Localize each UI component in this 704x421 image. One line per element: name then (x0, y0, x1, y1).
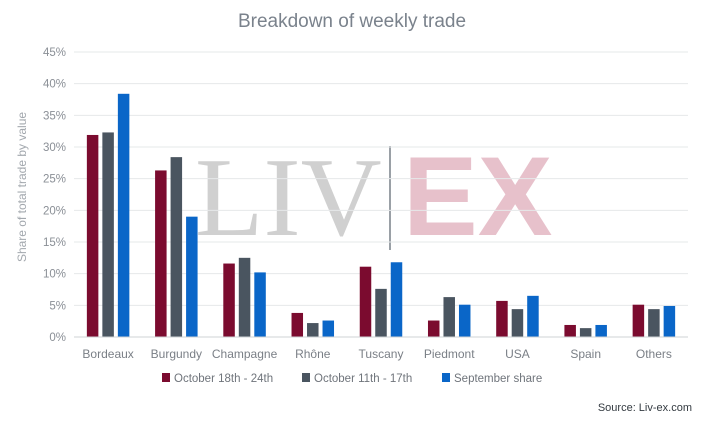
y-tick-label: 5% (49, 300, 66, 312)
bar (254, 272, 266, 337)
bar (307, 323, 319, 337)
bar (155, 170, 167, 337)
x-tick-label: Burgundy (151, 347, 202, 361)
y-tick-label: 15% (43, 237, 66, 249)
bar (579, 328, 592, 337)
bar (186, 216, 198, 337)
legend-swatch (442, 373, 450, 382)
bar (527, 295, 539, 337)
bar (564, 324, 576, 337)
y-tick-label: 30% (43, 142, 66, 154)
bar (322, 320, 335, 337)
y-tick-label: 40% (43, 79, 66, 91)
x-tick-label: Champagne (212, 347, 278, 361)
y-tick-label: 45% (43, 47, 66, 59)
x-tick-label: Spain (570, 347, 601, 361)
bar (170, 157, 183, 337)
bar (458, 304, 471, 337)
watermark-ex: EX (403, 134, 552, 259)
x-tick-label: Tuscany (359, 347, 404, 361)
x-tick-label: USA (505, 347, 530, 361)
bar (427, 320, 440, 337)
y-tick-label: 10% (43, 269, 66, 281)
legend-entry: October 18th - 24th (174, 373, 273, 385)
bar (291, 312, 304, 337)
bar (375, 288, 387, 337)
bar (496, 300, 508, 337)
watermark: LIV EX (195, 134, 552, 260)
bar (359, 266, 372, 337)
x-tick-label: Others (636, 347, 672, 361)
bars (86, 93, 676, 337)
bar (102, 132, 114, 337)
x-tick-label: Bordeaux (82, 347, 133, 361)
x-tick-label: Piedmont (424, 347, 475, 361)
legend-entry: October 11th - 17th (314, 373, 412, 385)
legend-entry: September share (454, 373, 542, 385)
y-tick-label: 25% (43, 174, 66, 186)
bar (238, 257, 251, 337)
watermark-liv: LIV (195, 136, 382, 260)
x-tick-label: Rhône (295, 347, 331, 361)
bar (595, 324, 607, 337)
legend: October 18th - 24th October 11th - 17th Se… (162, 373, 542, 385)
axes: 0% 5% 10% 15% 20% 25% 30% 35% 40% 45% Bordeaux Burg… (43, 47, 688, 361)
legend-swatch (162, 373, 170, 382)
bar (648, 309, 660, 337)
y-tick-label: 0% (49, 332, 66, 344)
y-axis-label: Share of total trade by value (15, 112, 29, 262)
legend-swatch (302, 373, 310, 382)
bar (117, 93, 130, 337)
bar (632, 304, 645, 337)
chart-title: Breakdown of weekly trade (238, 11, 466, 32)
source-note: Source: Liv-ex.com (598, 402, 692, 414)
y-tick-label: 20% (43, 205, 66, 217)
bar (511, 309, 524, 337)
bar (390, 262, 403, 337)
y-tick-label: 35% (43, 110, 66, 122)
bar (86, 134, 99, 337)
bar (663, 305, 676, 337)
bar (223, 263, 235, 337)
bar (443, 297, 455, 337)
